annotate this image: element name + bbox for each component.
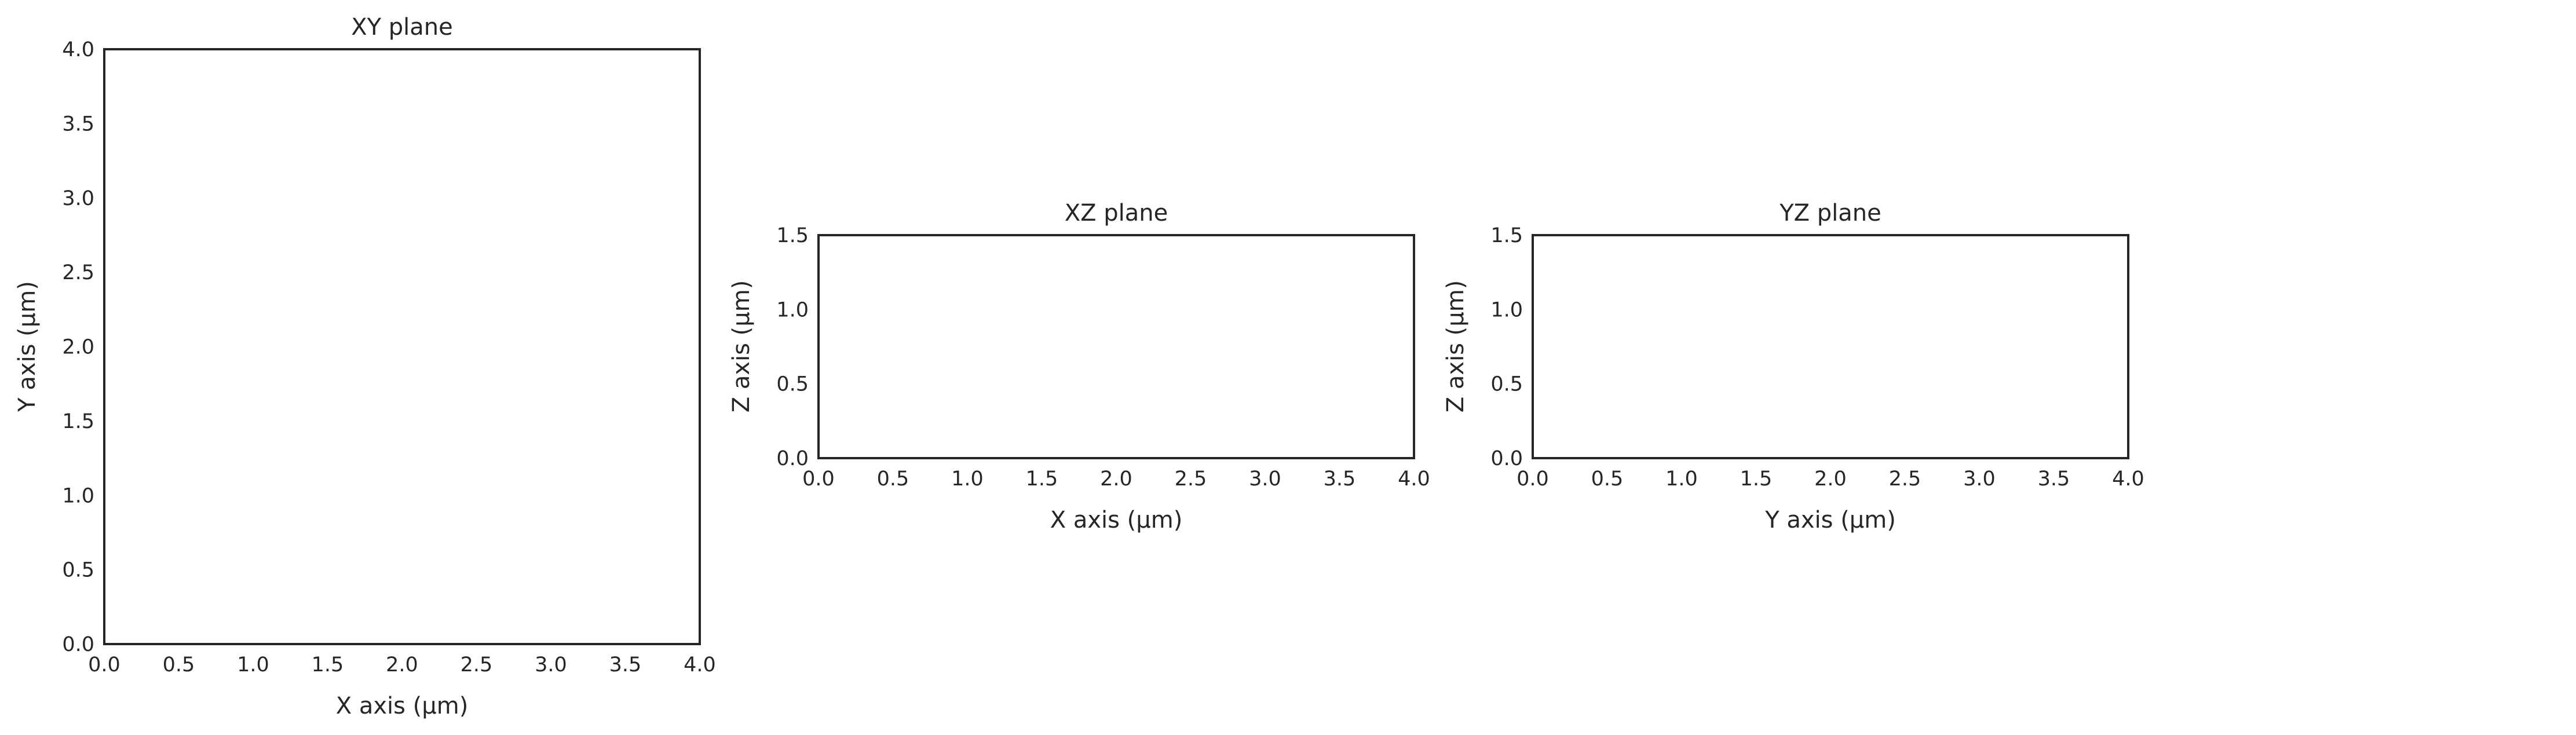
yz-x-tick-label: 0.5	[1591, 467, 1624, 491]
xz-x-tick-label: 3.0	[1249, 467, 1281, 491]
xy-x-tick-label: 3.0	[535, 653, 567, 677]
xz-y-tick-label: 1.0	[776, 298, 809, 321]
xz-y-tick-label: 0.0	[776, 447, 809, 470]
xy-ticks: 0.0 0.5 1.0 1.5 2.0 2.5 3.0 3.5 4.0 0.0 0.5 1.0 1.5 2…	[62, 38, 716, 677]
xz-x-tick-label: 2.0	[1100, 467, 1132, 491]
xz-x-tick-label: 2.5	[1175, 467, 1207, 491]
xy-x-tick-label: 3.5	[609, 653, 642, 677]
xz-x-tick-label: 3.5	[1324, 467, 1356, 491]
xz-ticks: 0.0 0.5 1.0 1.5 2.0 2.5 3.0 3.5 4.0 0.0 0.5 1.0 1.5	[776, 224, 1430, 491]
yz-x-tick-label: 2.0	[1814, 467, 1847, 491]
xy-x-tick-label: 0.0	[88, 653, 120, 677]
xy-x-tick-label: 0.5	[163, 653, 195, 677]
xy-y-tick-label: 1.5	[62, 410, 94, 433]
xy-x-axis-label: X axis (µm)	[336, 693, 469, 719]
xz-x-tick-label: 0.5	[877, 467, 909, 491]
xy-x-tick-label: 1.0	[237, 653, 269, 677]
xy-y-tick-label: 3.5	[62, 112, 94, 136]
yz-plot-title: YZ plane	[1779, 200, 1881, 226]
yz-x-tick-label: 4.0	[2112, 467, 2144, 491]
xy-x-tick-label: 1.5	[312, 653, 344, 677]
yz-x-tick-label: 3.0	[1963, 467, 1996, 491]
yz-x-tick-label: 1.0	[1665, 467, 1698, 491]
xy-y-tick-label: 0.0	[62, 633, 94, 656]
yz-y-tick-label: 0.0	[1490, 447, 1523, 470]
xy-x-tick-label: 2.0	[386, 653, 418, 677]
xz-plot-title: XZ plane	[1065, 200, 1168, 226]
xy-x-tick-label: 4.0	[684, 653, 716, 677]
xy-y-tick-label: 3.0	[62, 187, 94, 210]
xz-plane-panel: 0.0 0.5 1.0 1.5 2.0 2.5 3.0 3.5 4.00.00.51.01.5 …	[728, 200, 1430, 533]
xz-y-tick-label: 0.5	[776, 373, 809, 396]
xy-x-tick-label: 2.5	[461, 653, 493, 677]
xy-plane-panel: 0.0 0.5 1.0 1.5 2.0 2.5 3.0 3.5 4.0 0.0 0.5 1.0 1.5 2…	[14, 14, 716, 719]
xz-x-tick-label: 4.0	[1398, 467, 1430, 491]
xy-y-tick-label: 2.0	[62, 336, 94, 359]
xy-y-tick-label: 4.0	[62, 38, 94, 61]
yz-x-axis-label: Y axis (µm)	[1764, 507, 1896, 533]
xz-x-tick-label: 1.0	[951, 467, 984, 491]
yz-x-tick-label: 1.5	[1740, 467, 1773, 491]
yz-y-axis-label: Z axis (µm)	[1442, 280, 1469, 413]
xz-x-tick-label: 0.0	[802, 467, 835, 491]
xy-y-tick-label: 0.5	[62, 559, 94, 582]
xy-plot-title: XY plane	[351, 14, 453, 41]
xy-plot-area	[103, 48, 701, 645]
yz-plane-panel: 0.0 0.5 1.0 1.5 2.0 2.5 3.0 3.5 4.00.00.51.01.5 …	[1442, 200, 2144, 533]
xz-x-tick-label: 1.5	[1026, 467, 1058, 491]
yz-y-tick-label: 1.5	[1490, 224, 1523, 247]
xy-y-axis-label: Y axis (µm)	[14, 281, 41, 412]
xz-x-axis-label: X axis (µm)	[1050, 507, 1183, 533]
xz-y-tick-label: 1.5	[776, 224, 809, 247]
yz-y-tick-label: 0.5	[1490, 373, 1523, 396]
xy-y-tick-label: 2.5	[62, 261, 94, 284]
yz-x-tick-label: 3.5	[2038, 467, 2070, 491]
xy-y-tick-label: 1.0	[62, 484, 94, 507]
yz-ticks: 0.0 0.5 1.0 1.5 2.0 2.5 3.0 3.5 4.0 0.0 0.5 1.0 1.5	[1490, 224, 2144, 491]
xz-y-axis-label: Z axis (µm)	[728, 280, 755, 413]
yz-plot-area	[1532, 234, 2129, 459]
yz-x-tick-label: 2.5	[1889, 467, 1921, 491]
yz-x-tick-label: 0.0	[1517, 467, 1549, 491]
xz-plot-area	[817, 234, 1415, 459]
yz-y-tick-label: 1.0	[1490, 298, 1523, 321]
